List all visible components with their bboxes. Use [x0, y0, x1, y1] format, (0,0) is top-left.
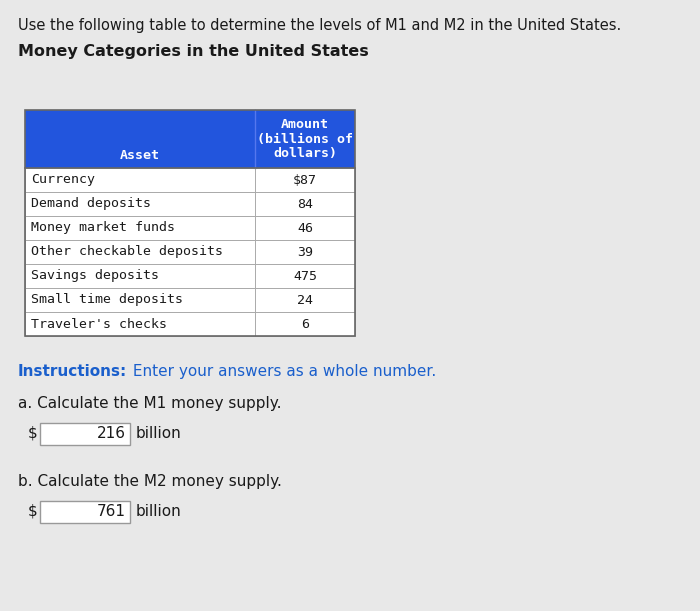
Bar [25, 216, 355, 240]
Bar [25, 240, 355, 264]
Bar [25, 312, 355, 336]
Bar [25, 168, 355, 192]
Bar [25, 110, 355, 168]
Text: 761: 761 [97, 505, 126, 519]
Text: Other checkable deposits: Other checkable deposits [31, 246, 223, 258]
Text: 24: 24 [297, 293, 313, 307]
Text: b. Calculate the M2 money supply.: b. Calculate the M2 money supply. [18, 474, 282, 489]
Text: $: $ [28, 425, 38, 440]
Text: Currency: Currency [31, 174, 95, 186]
Text: Traveler's checks: Traveler's checks [31, 318, 167, 331]
Bar [25, 192, 355, 216]
Text: 46: 46 [297, 222, 313, 235]
Text: a. Calculate the M1 money supply.: a. Calculate the M1 money supply. [18, 396, 281, 411]
Text: Money market funds: Money market funds [31, 222, 175, 235]
Text: 84: 84 [297, 197, 313, 211]
Text: $87: $87 [293, 174, 317, 186]
Text: Use the following table to determine the levels of M1 and M2 in the United State: Use the following table to determine the… [18, 18, 622, 33]
Bar [40, 501, 130, 523]
Text: billion: billion [136, 505, 182, 519]
Bar [25, 110, 355, 336]
Text: 475: 475 [293, 269, 317, 282]
Text: Enter your answers as a whole number.: Enter your answers as a whole number. [128, 364, 437, 379]
Text: billion: billion [136, 426, 182, 442]
Text: Instructions:: Instructions: [18, 364, 127, 379]
Bar [40, 423, 130, 445]
Text: Savings deposits: Savings deposits [31, 269, 159, 282]
Text: Asset: Asset [120, 149, 160, 162]
Text: 39: 39 [297, 246, 313, 258]
Bar [255, 110, 355, 168]
Text: Small time deposits: Small time deposits [31, 293, 183, 307]
Bar [25, 264, 355, 288]
Text: $: $ [28, 503, 38, 518]
Text: Demand deposits: Demand deposits [31, 197, 151, 211]
Text: Amount
(billions of
dollars): Amount (billions of dollars) [257, 117, 353, 161]
Text: Money Categories in the United States: Money Categories in the United States [18, 44, 369, 59]
Bar [25, 288, 355, 312]
Text: 6: 6 [301, 318, 309, 331]
Text: 216: 216 [97, 426, 126, 442]
